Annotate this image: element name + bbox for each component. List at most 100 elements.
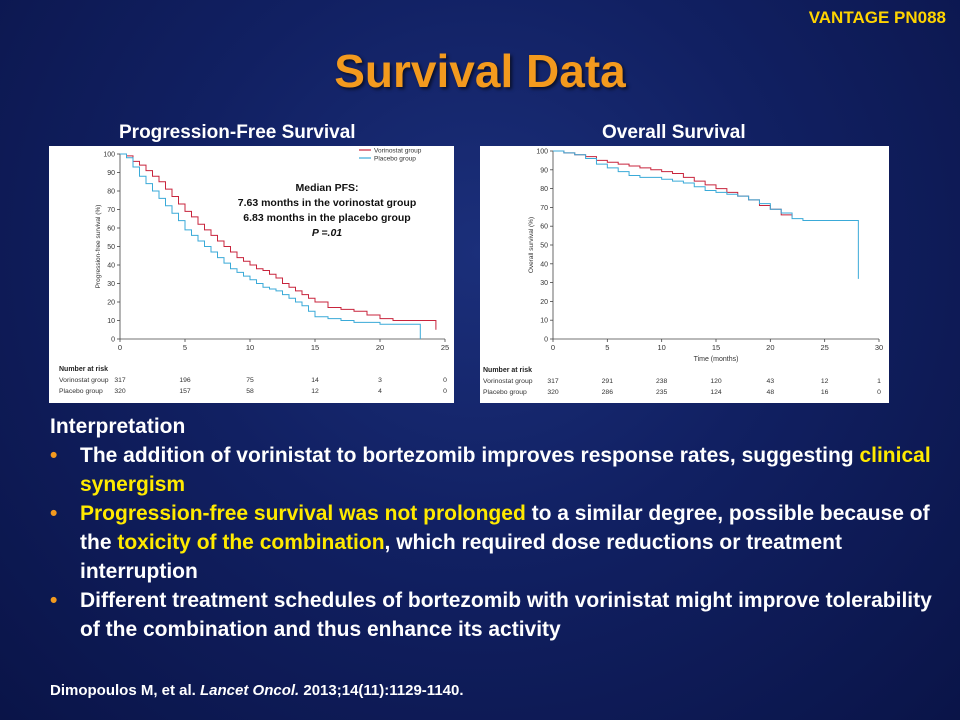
risk-value: 48: [767, 389, 775, 396]
x-axis-label: Time (months): [694, 356, 739, 363]
x-tick-label: 30: [875, 343, 883, 352]
y-tick-label: 50: [540, 243, 548, 250]
slide-title: Survival Data: [334, 45, 626, 97]
risk-value: 235: [656, 389, 668, 396]
x-tick-label: 20: [376, 343, 384, 352]
ref-journal: Lancet Oncol.: [200, 682, 300, 699]
y-tick-label: 70: [107, 207, 115, 214]
risk-value: 320: [114, 388, 126, 395]
bullet-mark: •: [50, 589, 58, 612]
risk-value: 238: [656, 378, 668, 385]
x-tick-label: 25: [441, 343, 449, 352]
risk-value: 12: [821, 378, 829, 385]
y-tick-label: 60: [107, 226, 115, 233]
risk-value: 14: [311, 377, 319, 384]
risk-value: 320: [547, 389, 559, 396]
risk-value: 43: [767, 378, 775, 385]
y-tick-label: 70: [540, 205, 548, 212]
x-tick-label: 20: [766, 343, 774, 352]
annotation-line: 6.83 months in the placebo group: [243, 212, 410, 224]
highlight-text: clinical synergism: [80, 444, 931, 496]
ref-authors: Dimopoulos M, et al.: [50, 682, 201, 699]
bullet-text: Different treatment schedules of bortezo…: [80, 589, 932, 641]
ref-details: 2013;14(11):1129-1140.: [299, 682, 464, 699]
bullet-text: , which required dose reductions or trea…: [80, 531, 842, 583]
km-curve-vorinostat-group: [553, 150, 793, 217]
x-tick-label: 15: [712, 343, 720, 352]
risk-table-header: Number at risk: [59, 366, 108, 373]
y-tick-label: 30: [107, 281, 115, 288]
x-tick-label: 0: [551, 343, 555, 352]
y-tick-label: 60: [540, 224, 548, 231]
pfs-chart: 0 10 20 30 40 50 60 70 80 90 100 0 5 10 15 20 25 Progress…: [49, 146, 454, 403]
annotation-line: Median PFS:: [295, 182, 358, 194]
risk-value: 58: [246, 388, 254, 395]
risk-table-header: Number at risk: [483, 367, 532, 374]
risk-value: 12: [311, 388, 319, 395]
risk-value: 286: [602, 389, 614, 396]
x-tick-label: 15: [311, 343, 319, 352]
risk-value: 317: [114, 377, 126, 384]
y-tick-label: 0: [544, 337, 548, 344]
x-tick-label: 25: [820, 343, 828, 352]
interpretation-heading: Interpretation: [50, 415, 186, 438]
annotation-line: 7.63 months in the vorinostat group: [238, 197, 417, 209]
bullet-mark: •: [50, 444, 58, 467]
risk-value: 157: [179, 388, 191, 395]
bullet-mark: •: [50, 502, 58, 525]
y-tick-label: 90: [107, 170, 115, 177]
legend-label: Placebo group: [374, 156, 416, 163]
km-curve-placebo-group: [553, 150, 859, 279]
y-tick-label: 20: [540, 299, 548, 306]
risk-row-label: Vorinostat group: [59, 377, 109, 384]
interpretation-section: Interpretation • The addition of vorinis…: [50, 412, 940, 644]
bullet-response-rates: • The addition of vorinistat to bortezom…: [50, 441, 940, 499]
km-curve-vorinostat-group: [120, 153, 437, 330]
os-chart: 0 10 20 30 40 50 60 70 80 90 100 0 5 10 15 20 25 30 Overal…: [480, 146, 889, 403]
y-axis-label: Progression-free survival (%): [95, 205, 102, 289]
bullet-schedules: • Different treatment schedules of borte…: [50, 586, 940, 644]
risk-value: 1: [877, 378, 881, 385]
risk-value: 0: [877, 389, 881, 396]
risk-value: 4: [378, 388, 382, 395]
y-tick-label: 80: [107, 189, 115, 196]
y-tick-label: 100: [536, 149, 548, 156]
risk-value: 0: [443, 388, 447, 395]
study-tag: VANTAGE PN088: [808, 8, 946, 27]
y-tick-label: 50: [107, 244, 115, 251]
x-tick-label: 5: [605, 343, 609, 352]
y-tick-label: 20: [107, 300, 115, 307]
x-tick-label: 10: [657, 343, 665, 352]
risk-value: 3: [378, 377, 382, 384]
x-tick-label: 5: [183, 343, 187, 352]
risk-value: 291: [602, 378, 614, 385]
y-tick-label: 40: [107, 263, 115, 270]
risk-row-label: Placebo group: [483, 389, 527, 396]
risk-value: 0: [443, 377, 447, 384]
highlight-text: Progression-free survival was not prolon…: [80, 502, 526, 525]
risk-value: 75: [246, 377, 254, 384]
bullet-pfs: • Progression-free survival was not prol…: [50, 499, 940, 586]
x-tick-label: 0: [118, 343, 122, 352]
y-tick-label: 100: [103, 152, 115, 159]
risk-value: 16: [821, 389, 829, 396]
bullet-text: to a similar degree, possible because of…: [80, 502, 930, 554]
x-tick-label: 10: [246, 343, 254, 352]
risk-value: 317: [547, 378, 559, 385]
risk-row-label: Vorinostat group: [483, 378, 533, 385]
risk-value: 120: [710, 378, 722, 385]
risk-value: 196: [179, 377, 191, 384]
y-tick-label: 30: [540, 280, 548, 287]
reference-citation: Dimopoulos M, et al. Lancet Oncol. 2013;…: [50, 682, 464, 699]
os-chart-title: Overall Survival: [602, 122, 746, 143]
km-curve-placebo-group: [120, 153, 421, 339]
risk-row-label: Placebo group: [59, 388, 103, 395]
y-tick-label: 90: [540, 167, 548, 174]
y-tick-label: 80: [540, 186, 548, 193]
y-tick-label: 10: [540, 318, 548, 325]
pfs-chart-title: Progression-Free Survival: [119, 122, 356, 143]
legend-label: Vorinostat group: [374, 148, 422, 155]
y-axis-label: Overall survival (%): [528, 217, 535, 273]
